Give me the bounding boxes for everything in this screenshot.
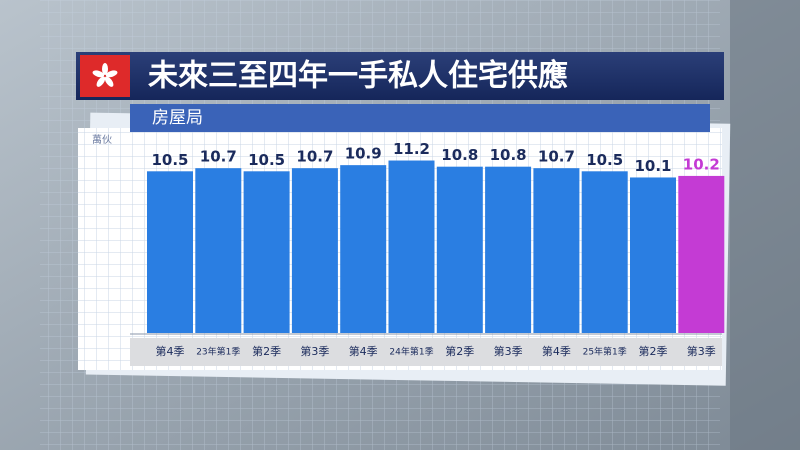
x-tick-label: 24年第1季	[389, 346, 433, 358]
value-label: 11.2	[393, 140, 430, 158]
bar	[678, 175, 725, 333]
background-building	[730, 0, 800, 450]
value-label: 10.2	[683, 155, 720, 173]
x-tick-label: 第4季	[349, 344, 378, 358]
bar	[388, 160, 435, 333]
value-label: 10.7	[538, 148, 575, 166]
value-label: 10.5	[586, 151, 623, 169]
value-label: 10.9	[345, 145, 382, 163]
subtitle-bar	[130, 104, 710, 132]
bar	[533, 168, 580, 333]
value-label: 10.1	[634, 157, 671, 175]
flag-emblem	[92, 63, 118, 87]
x-tick-label: 23年第1季	[196, 346, 240, 358]
bar	[485, 166, 532, 333]
value-label: 10.7	[296, 148, 333, 166]
bar	[243, 171, 290, 333]
value-label: 10.5	[151, 151, 188, 169]
bar	[581, 171, 628, 333]
x-tick-label: 第2季	[639, 344, 668, 358]
x-tick-label: 第4季	[156, 344, 185, 358]
bar	[436, 166, 483, 333]
unit-label: 萬伙	[92, 133, 112, 146]
x-tick-label: 25年第1季	[583, 346, 627, 358]
bar	[340, 165, 387, 333]
x-tick-label: 第3季	[300, 344, 329, 358]
value-label: 10.5	[248, 151, 285, 169]
title-bar	[76, 52, 724, 100]
category-strip	[130, 338, 722, 366]
value-label: 10.8	[441, 146, 478, 164]
value-label: 10.7	[200, 148, 237, 166]
value-label: 10.8	[490, 146, 527, 164]
x-tick-label: 第2季	[252, 344, 281, 358]
chart-title: 未來三至四年一手私人住宅供應	[148, 59, 568, 94]
x-tick-label: 第3季	[687, 344, 716, 358]
bar	[291, 168, 338, 333]
x-tick-label: 第3季	[494, 344, 523, 358]
chart-subtitle: 房屋局	[152, 108, 203, 128]
bar	[147, 171, 193, 333]
bar	[195, 168, 242, 333]
bar	[630, 177, 676, 333]
flag	[80, 55, 130, 97]
x-tick-label: 第2季	[445, 344, 474, 358]
x-tick-label: 第4季	[542, 344, 571, 358]
